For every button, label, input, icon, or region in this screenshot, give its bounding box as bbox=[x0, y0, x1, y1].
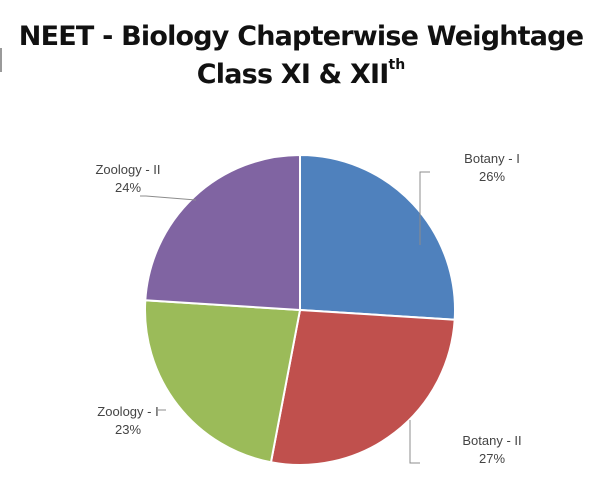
slice-value-zoology-ii: 24% bbox=[115, 180, 141, 195]
slice-label-zoology-ii: Zoology - II bbox=[95, 162, 160, 177]
edge-marker bbox=[0, 48, 2, 72]
slice-value-botany-ii: 27% bbox=[479, 451, 505, 466]
chart-title: NEET - Biology Chapterwise Weightage Cla… bbox=[0, 18, 602, 94]
pie-slice-zoology-i bbox=[144, 299, 302, 464]
slice-value-zoology-i: 23% bbox=[115, 422, 141, 437]
slice-labels: Botany - I 26% Botany - II 27% Zoology - I 23… bbox=[95, 151, 521, 466]
pie-slice-botany-i bbox=[299, 153, 456, 321]
chart-title-line2-sup: th bbox=[388, 57, 406, 73]
slice-value-botany-i: 26% bbox=[479, 169, 505, 184]
slice-label-zoology-i: Zoology - I bbox=[97, 404, 158, 419]
chart-title-line2: Class XI & XIIth bbox=[0, 56, 602, 94]
chart-title-line2-main: Class XI & XII bbox=[196, 59, 390, 90]
pie-slice-botany-ii bbox=[269, 308, 456, 466]
leader-line-zoology-ii bbox=[140, 195, 197, 201]
slice-label-botany-i: Botany - I bbox=[464, 151, 520, 166]
chart-title-line1: NEET - Biology Chapterwise Weightage bbox=[18, 21, 584, 52]
pie-slices bbox=[144, 153, 456, 466]
leader-line-botany-i bbox=[419, 171, 430, 245]
slice-label-botany-ii: Botany - II bbox=[462, 433, 521, 448]
leader-lines bbox=[140, 171, 430, 464]
leader-line-botany-ii bbox=[409, 420, 420, 464]
pie-slice-zoology-ii bbox=[144, 153, 301, 312]
